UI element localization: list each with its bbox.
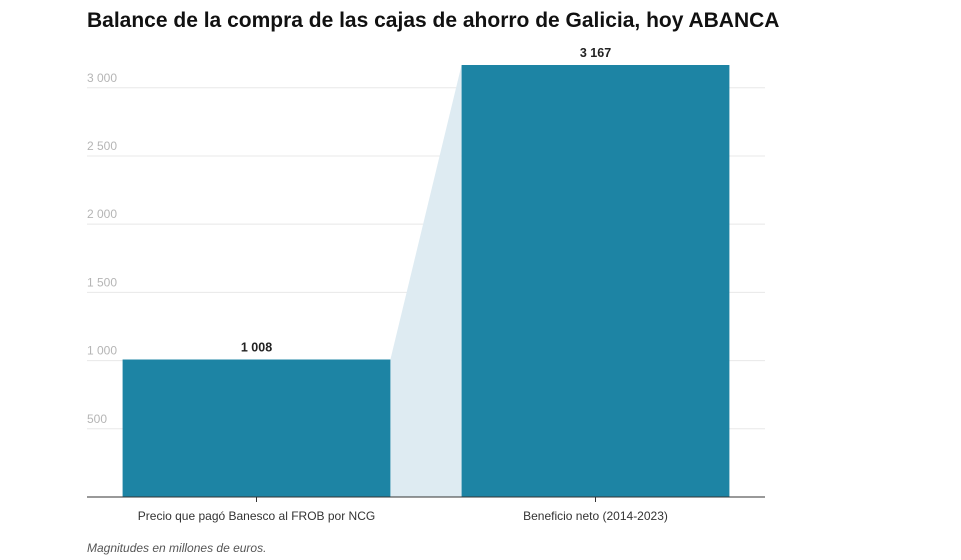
- x-axis-category-labels: Precio que pagó Banesco al FROB por NCG B…: [138, 509, 668, 523]
- x-axis: [87, 496, 765, 502]
- y-tick-label: 1 000: [87, 344, 117, 358]
- data-labels: 1 008 3 167: [241, 46, 611, 355]
- y-tick-label: 2 000: [87, 207, 117, 221]
- y-tick-label: 2 500: [87, 139, 117, 153]
- bar-value-label: 1 008: [241, 341, 272, 355]
- y-tick-label: 500: [87, 412, 107, 426]
- chart-title: Balance de la compra de las cajas de aho…: [87, 9, 780, 32]
- y-axis-tick-labels: 500 1 000 1 500 2 000 2 500 3 000: [87, 71, 117, 426]
- x-category-label: Beneficio neto (2014-2023): [523, 509, 668, 523]
- bar: [122, 359, 391, 497]
- bars: [122, 65, 730, 497]
- y-tick-label: 1 500: [87, 275, 117, 289]
- bar: [461, 65, 730, 497]
- x-category-label: Precio que pagó Banesco al FROB por NCG: [138, 509, 375, 523]
- bar-connectors: [390, 65, 462, 497]
- bar-value-label: 3 167: [580, 46, 611, 60]
- bar-connector: [390, 65, 462, 497]
- chart-note: Magnitudes en millones de euros.: [87, 541, 267, 555]
- y-tick-label: 3 000: [87, 71, 117, 85]
